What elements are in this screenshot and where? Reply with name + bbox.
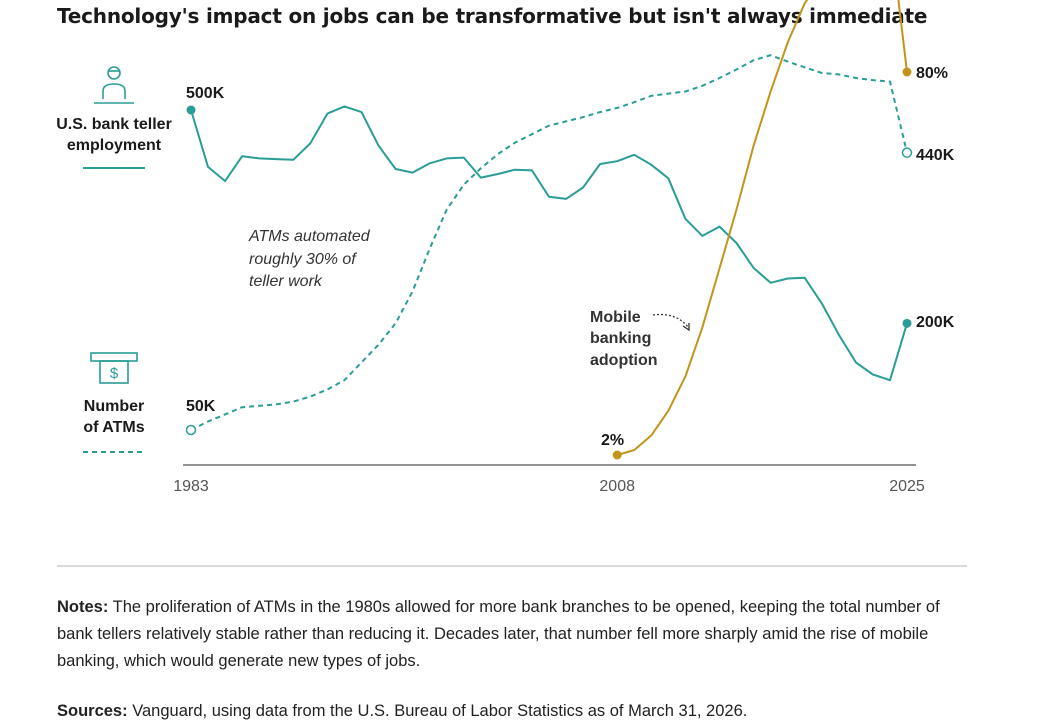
sources-label: Sources: (57, 702, 128, 720)
divider (57, 565, 967, 567)
mobile-end-label: 80% (916, 65, 948, 82)
mobile-start-label: 2% (601, 432, 624, 449)
atm-annotation-line1: ATMs automated (248, 228, 371, 245)
atm-end-label: 440K (916, 147, 955, 164)
series-line-teller-employment (190, 105, 908, 382)
atm-annotation-line3: teller work (249, 273, 323, 290)
atm-dollar-glyph: $ (110, 365, 119, 382)
mobile-start-point (612, 450, 622, 460)
atm-legend-line1: Number (84, 398, 144, 415)
teller-legend-line2: employment (67, 137, 162, 154)
mobile-label-arrow-icon (652, 313, 690, 332)
teller-start-point (186, 105, 196, 115)
teller-legend-line1: U.S. bank teller (56, 116, 172, 133)
series-line-mobile-banking (616, 0, 908, 456)
line-chart: U.S. bank teller employment $ Number of … (56, 0, 955, 495)
teller-start-label: 500K (186, 85, 225, 102)
series-line-atms (190, 54, 908, 431)
atm-annotation-line2: roughly 30% of (249, 251, 357, 268)
atm-start-label: 50K (186, 398, 216, 415)
atm-end-point (901, 147, 913, 158)
notes-label: Notes: (57, 598, 109, 616)
mobile-label-line2: banking (590, 330, 651, 347)
mobile-label-line3: adoption (590, 352, 658, 369)
notes: Notes: The proliferation of ATMs in the … (57, 594, 977, 675)
mobile-label-line1: Mobile (590, 309, 641, 326)
sources: Sources: Vanguard, using data from the U… (57, 698, 1017, 725)
atm-machine-icon (90, 352, 138, 384)
bank-teller-person-icon (94, 66, 134, 104)
atm-legend-line2: of ATMs (83, 419, 144, 436)
atm-start-point (185, 424, 197, 436)
teller-end-label: 200K (916, 314, 955, 331)
teller-end-point (902, 318, 912, 328)
sources-text: Vanguard, using data from the U.S. Burea… (132, 702, 748, 720)
notes-text: The proliferation of ATMs in the 1980s a… (57, 598, 940, 670)
mobile-end-point (902, 67, 912, 77)
x-tick-label-2008: 2008 (599, 478, 635, 495)
x-tick-label-1983: 1983 (173, 478, 209, 495)
chart-title: Technology's impact on jobs can be trans… (57, 4, 928, 28)
x-tick-label-2025: 2025 (889, 478, 925, 495)
